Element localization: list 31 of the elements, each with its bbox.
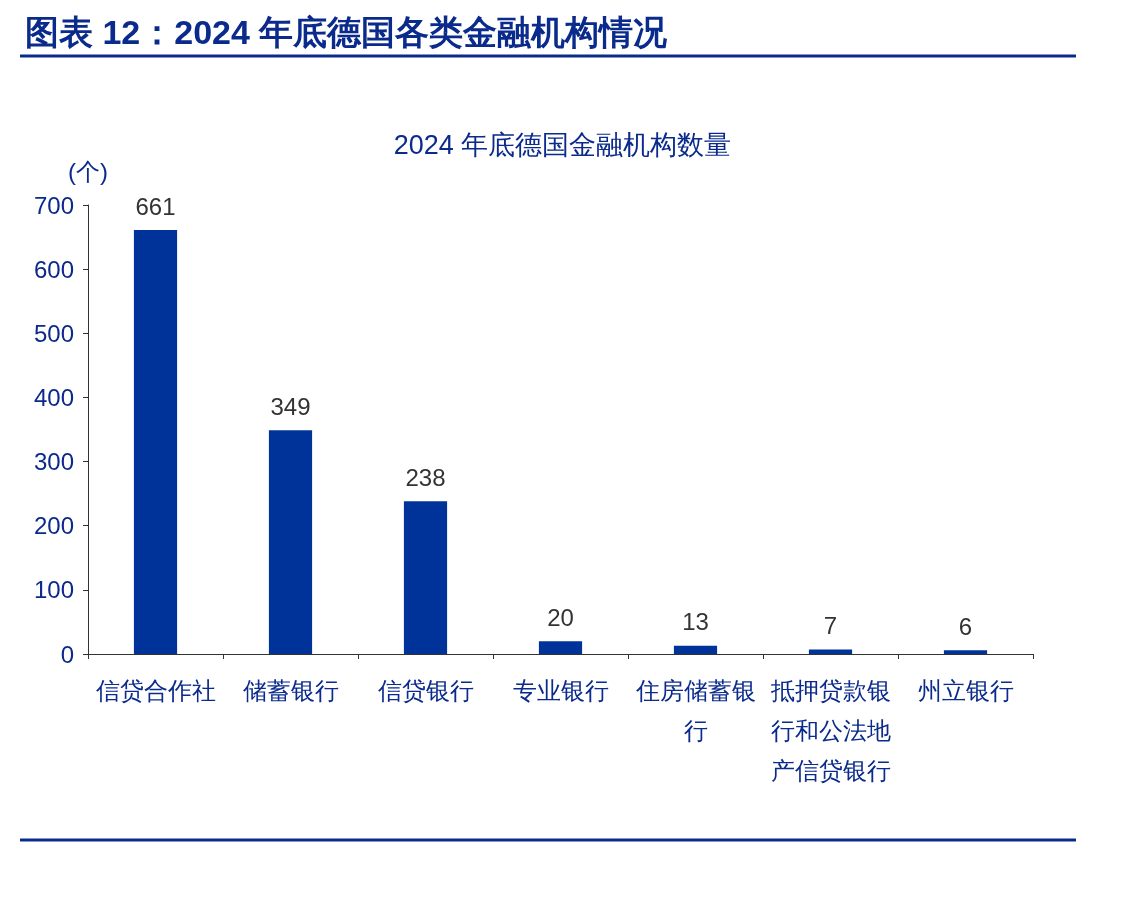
- y-tick-label: 400: [33, 383, 74, 411]
- data-label: 6: [958, 612, 973, 640]
- y-tick-label: 100: [33, 576, 74, 604]
- data-label: 7: [823, 612, 838, 640]
- bar: [673, 645, 718, 654]
- bar: [133, 230, 178, 654]
- bar: [538, 641, 583, 654]
- x-tick-label: 专业银行: [512, 676, 609, 704]
- data-label: 661: [135, 192, 176, 220]
- bar: [403, 501, 448, 654]
- chart-title: 图表 12：2024 年底德国各类金融机构情况: [25, 13, 669, 51]
- data-label: 238: [405, 463, 446, 491]
- x-tick-label: 储蓄银行: [242, 676, 339, 704]
- y-tick-label: 300: [33, 448, 74, 476]
- data-label: 13: [682, 608, 709, 636]
- y-tick-label: 0: [60, 640, 74, 668]
- chart-subtitle: 2024 年底德国金融机构数量: [393, 129, 732, 160]
- y-tick-label: 500: [33, 319, 74, 347]
- y-axis-title: (个): [68, 157, 108, 185]
- data-label: 349: [270, 392, 311, 420]
- x-tick-label: 住房储蓄银行: [634, 676, 756, 744]
- x-tick-label: 信贷银行: [377, 676, 474, 704]
- x-tick-label: 信贷合作社: [95, 676, 216, 704]
- bar: [943, 650, 988, 654]
- data-label: 20: [547, 603, 574, 631]
- x-tick-label: 州立银行: [917, 676, 1014, 704]
- bar: [268, 430, 313, 654]
- y-tick-label: 600: [33, 255, 74, 283]
- y-tick-label: 200: [33, 512, 74, 540]
- x-tick-label: 抵押贷款银行和公法地产信贷银行: [769, 676, 891, 784]
- y-tick-label: 700: [33, 191, 74, 219]
